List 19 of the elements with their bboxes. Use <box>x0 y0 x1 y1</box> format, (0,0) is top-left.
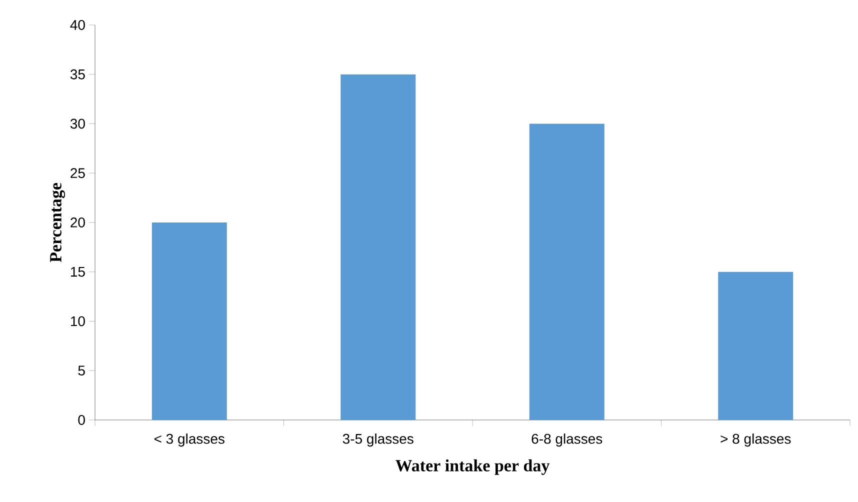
y-tick-label: 40 <box>70 20 85 30</box>
x-tick-label: > 8 glasses <box>720 434 791 447</box>
x-tick-label: 3-5 glasses <box>342 434 414 447</box>
y-tick-label: 25 <box>70 168 85 178</box>
y-tick-label: 10 <box>70 316 85 326</box>
y-axis-title: Percentage <box>50 182 66 262</box>
bar <box>718 272 794 420</box>
x-tick-label: 6-8 glasses <box>532 434 602 447</box>
bar <box>340 74 416 420</box>
y-tick-label: 0 <box>78 415 85 425</box>
y-tick-label: 35 <box>70 69 85 80</box>
y-tick-label: 15 <box>70 266 85 277</box>
x-tick-label: < 3 glasses <box>154 434 224 447</box>
bar <box>152 222 227 420</box>
x-axis-title: Water intake per day <box>396 459 550 475</box>
bar <box>529 124 604 420</box>
y-tick-label: 30 <box>70 118 85 129</box>
y-tick-label: 5 <box>78 366 85 376</box>
y-tick-label: 20 <box>70 218 85 228</box>
